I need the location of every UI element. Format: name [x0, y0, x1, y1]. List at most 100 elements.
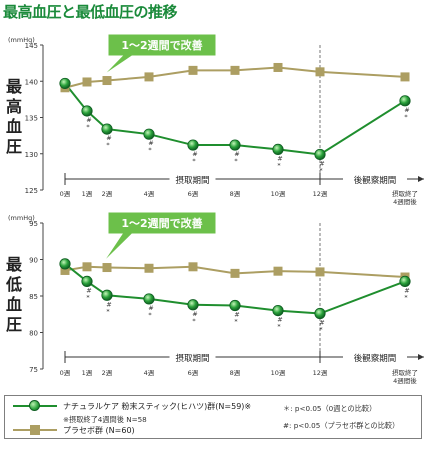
y-tick-label: 145 — [25, 42, 38, 50]
treatment-point — [314, 307, 326, 320]
placebo-point — [400, 72, 410, 82]
y-axis-title-char: 圧 — [6, 137, 22, 156]
significance-mark: * — [234, 317, 238, 325]
placebo-point — [188, 65, 198, 75]
significance-mark: * — [404, 293, 408, 301]
x-tick-label: 4週 — [144, 368, 155, 377]
period-label-bg — [343, 173, 407, 185]
period-bar-arrow — [418, 176, 424, 182]
legend-treatment-label: ナチュラルケア 粉末スティック(ヒハツ)群(N=59)※ — [63, 401, 252, 411]
x-tick-label: 0週 — [60, 368, 71, 377]
x-tick-label: 1週 — [82, 189, 93, 198]
placebo-point — [82, 77, 92, 87]
treatment-point — [143, 128, 155, 140]
placebo-point — [82, 262, 92, 272]
treatment-point — [272, 143, 284, 155]
significance-mark: # — [234, 150, 239, 158]
significance-mark: # — [106, 134, 111, 142]
x-tick-label: 2週 — [102, 189, 113, 198]
significance-mark: # — [404, 106, 409, 114]
treatment-point — [229, 139, 241, 151]
x-end-label: 摂取終了 — [392, 189, 418, 198]
legend: ナチュラルケア 粉末スティック(ヒハツ)群(N=59)※ ※摂取終了4週間後 N… — [4, 395, 422, 439]
significance-mark: # — [148, 139, 153, 147]
y-tick-label: 135 — [25, 115, 38, 123]
treatment-point — [314, 148, 326, 161]
legend-treatment-note: ※摂取終了4週間後 N=58 — [63, 415, 147, 424]
treatment-point — [399, 275, 411, 287]
page-title: 最高血圧と最低血圧の推移 — [3, 3, 178, 21]
y-tick-label: 95 — [29, 220, 38, 228]
treatment-point — [143, 293, 155, 305]
y-tick-label: 75 — [29, 366, 38, 374]
significance-mark: * — [234, 157, 238, 165]
x-tick-label: 8週 — [230, 368, 241, 377]
y-axis-title-char: 最 — [6, 255, 23, 274]
placebo-point — [273, 266, 283, 276]
y-axis-title-char: 血 — [6, 295, 22, 314]
treatment-point — [59, 77, 71, 90]
x-tick-label: 2週 — [102, 368, 113, 377]
x-end-label: 摂取終了 — [392, 368, 418, 377]
placebo-point — [315, 67, 325, 77]
significance-mark: # — [86, 116, 91, 124]
x-tick-label: 8週 — [230, 189, 241, 198]
x-tick-label: 10週 — [271, 368, 286, 377]
callout-text: 1～2週間で改善 — [121, 38, 202, 52]
x-end-label: 4週間後 — [393, 197, 417, 206]
observation-period-label: 後観察期間 — [354, 175, 397, 186]
legend-note-hash: #: p<0.05（プラセボ群との比較） — [283, 421, 400, 430]
placebo-point — [273, 62, 283, 72]
treatment-point — [399, 95, 411, 107]
treatment-swatch — [13, 400, 57, 412]
significance-mark: * — [106, 141, 110, 149]
legend-note-star: ＊: p<0.05（0週との比較） — [283, 404, 377, 413]
y-tick-label: 140 — [25, 78, 38, 86]
significance-mark: * — [106, 307, 110, 315]
placebo-point — [230, 65, 240, 75]
x-tick-label: 1週 — [82, 368, 93, 377]
placebo-point — [315, 267, 325, 277]
treatment-point — [101, 123, 113, 135]
legend-item-treatment: ナチュラルケア 粉末スティック(ヒハツ)群(N=59)※ — [13, 400, 251, 412]
placebo-point — [102, 263, 112, 273]
significance-mark: * — [148, 146, 152, 154]
y-axis-title-char: 低 — [5, 275, 22, 294]
period-label-bg — [169, 173, 216, 185]
treatment-point — [187, 299, 199, 311]
significance-mark: * — [86, 123, 90, 131]
y-axis-title-char: 最 — [6, 77, 23, 96]
treatment-point — [101, 289, 113, 301]
x-tick-label: 12週 — [313, 368, 328, 377]
period-label-bg — [343, 351, 407, 363]
y-tick-label: 130 — [25, 151, 38, 159]
x-tick-label: 4週 — [144, 189, 155, 198]
x-tick-label: 6週 — [188, 189, 199, 198]
y-tick-label: 125 — [25, 187, 38, 195]
significance-mark: * — [148, 311, 152, 319]
significance-mark: * — [192, 157, 196, 165]
treatment-point — [272, 304, 284, 317]
legend-item-placebo: プラセボ群 (N=60) — [13, 424, 135, 436]
intake-period-label: 摂取期間 — [175, 175, 209, 186]
significance-mark: # — [148, 304, 153, 312]
significance-mark: * — [277, 161, 281, 169]
callout-box — [102, 211, 217, 263]
significance-mark: # — [277, 316, 282, 324]
legend-placebo-label: プラセボ群 (N=60) — [63, 425, 135, 435]
significance-mark: # — [319, 159, 324, 167]
y-tick-label: 90 — [29, 257, 38, 265]
observation-period-label: 後観察期間 — [354, 353, 397, 364]
placebo-point — [102, 76, 112, 86]
placebo-point — [60, 265, 70, 275]
placebo-swatch — [13, 424, 57, 436]
significance-mark: # — [192, 310, 197, 318]
y-axis-title-char: 血 — [6, 117, 22, 136]
treatment-point — [81, 105, 93, 117]
y-axis-title-char: 圧 — [6, 315, 22, 334]
intake-period-label: 摂取期間 — [175, 353, 209, 364]
x-tick-label: 6週 — [188, 368, 199, 377]
significance-mark: # — [277, 154, 282, 162]
significance-mark: # — [86, 286, 91, 294]
